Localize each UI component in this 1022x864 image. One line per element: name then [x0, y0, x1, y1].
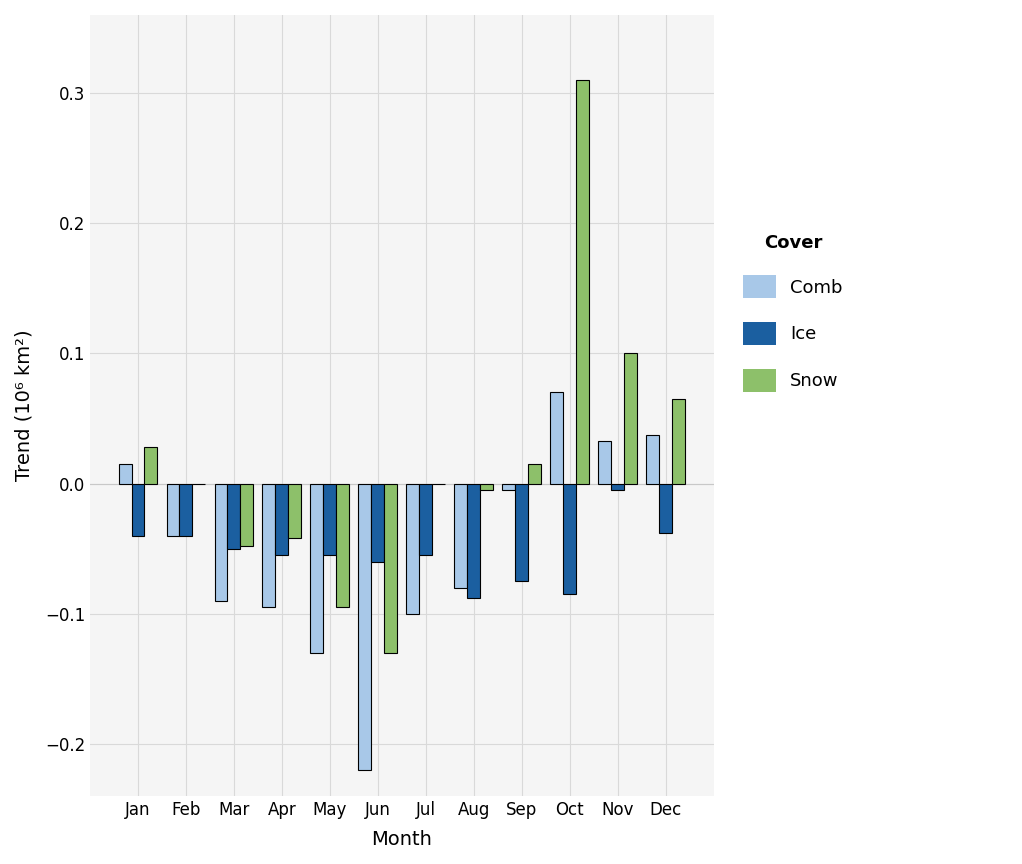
Bar: [455, 484, 467, 588]
Bar: [646, 435, 659, 484]
Bar: [611, 484, 624, 490]
Y-axis label: Trend (10⁶ km²): Trend (10⁶ km²): [15, 330, 34, 481]
Bar: [659, 484, 672, 533]
Bar: [119, 464, 132, 484]
Bar: [240, 484, 253, 546]
Bar: [215, 484, 228, 600]
Bar: [407, 484, 419, 613]
Bar: [263, 484, 276, 607]
Bar: [311, 484, 323, 653]
Bar: [384, 484, 398, 653]
Bar: [528, 464, 542, 484]
Bar: [288, 484, 301, 538]
Bar: [515, 484, 528, 581]
Bar: [624, 353, 637, 484]
Bar: [480, 484, 494, 490]
Bar: [467, 484, 480, 598]
Bar: [276, 484, 288, 556]
Bar: [323, 484, 336, 556]
Bar: [180, 484, 192, 536]
Bar: [563, 484, 576, 594]
Bar: [167, 484, 180, 536]
Bar: [336, 484, 350, 607]
Bar: [551, 392, 563, 484]
Bar: [228, 484, 240, 549]
Bar: [576, 80, 590, 484]
X-axis label: Month: Month: [371, 830, 432, 849]
Bar: [359, 484, 371, 770]
Bar: [144, 448, 157, 484]
Legend: Comb, Ice, Snow: Comb, Ice, Snow: [729, 219, 857, 406]
Bar: [419, 484, 432, 556]
Bar: [503, 484, 515, 490]
Bar: [132, 484, 144, 536]
Bar: [672, 399, 685, 484]
Bar: [598, 441, 611, 484]
Bar: [371, 484, 384, 562]
